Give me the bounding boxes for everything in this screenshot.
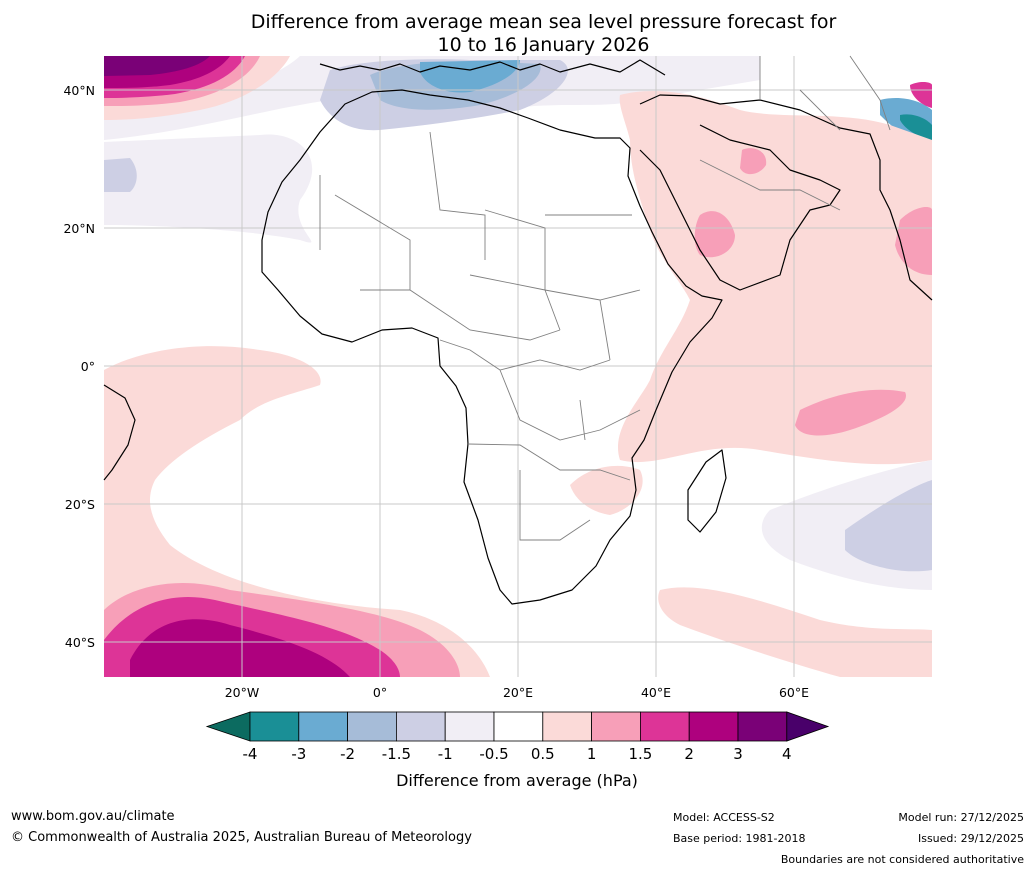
- colorbar-tick-label: 3: [733, 745, 743, 763]
- colorbar-swatch: [688, 711, 739, 742]
- lat-label: 40°N: [63, 83, 95, 98]
- footer-copyright: © Commonwealth of Australia 2025, Austra…: [11, 830, 472, 845]
- axis-labels: 40°N 20°N 0° 20°S 40°S 20°W 0° 20°E 40°E…: [63, 83, 809, 700]
- lon-label: 20°E: [503, 685, 533, 700]
- field-pos-3-nw: [104, 56, 210, 76]
- colorbar-swatch: [640, 711, 690, 742]
- footer-disclaimer: Boundaries are not considered authoritat…: [780, 853, 1024, 866]
- map-title-line-1: Difference from average mean sea level p…: [250, 11, 837, 33]
- africa-coast: [261, 89, 723, 605]
- colorbar-swatch: [444, 711, 495, 742]
- lon-label: 20°W: [225, 685, 260, 700]
- map-panel: [103, 55, 933, 677]
- lat-label: 20°S: [65, 497, 95, 512]
- anomaly-fields: [104, 56, 932, 677]
- country-borders: [319, 55, 891, 541]
- colorbar-tick-label: -4: [243, 745, 258, 763]
- field-pos-1-indian-ocean: [795, 389, 906, 436]
- field-neg-3-himalaya: [900, 114, 932, 140]
- field-pos-0-5-southern-ocean: [658, 587, 932, 677]
- colorbar-swatch: [347, 711, 397, 742]
- field-pos-1-persia: [740, 148, 767, 175]
- map-title-line-2: 10 to 16 January 2026: [437, 34, 650, 56]
- colorbar-extend-high: [786, 711, 830, 742]
- colorbar-tick-label: -3: [291, 745, 306, 763]
- lon-label: 40°E: [641, 685, 671, 700]
- lat-label: 0°: [81, 359, 95, 374]
- footer-website: www.bom.gov.au/climate: [11, 809, 175, 824]
- colorbar-swatch: [542, 711, 592, 742]
- colorbar-swatch: [591, 711, 641, 742]
- colorbar-swatch: [493, 711, 544, 742]
- madagascar-coast: [687, 449, 727, 533]
- field-pos-2-south-atlantic: [130, 619, 350, 677]
- lon-label: 60°E: [779, 685, 809, 700]
- footer-model: Model: ACCESS-S2: [673, 811, 775, 824]
- field-pos-0-5-indian-ocean: [617, 90, 932, 465]
- colorbar: -4 -3 -2 -1.5 -1 -0.5 0.5 1 1.5 2 3 4: [205, 711, 830, 763]
- colorbar-tick-label: 0.5: [531, 745, 555, 763]
- colorbar-swatch: [249, 711, 300, 742]
- colorbar-tick-label: -1: [438, 745, 453, 763]
- colorbar-tick-label: 4: [782, 745, 792, 763]
- colorbar-tick-label: -2: [340, 745, 355, 763]
- field-neg-2-mediterranean: [420, 60, 520, 93]
- colorbar-extend-low: [205, 711, 251, 742]
- footer-issued: Issued: 29/12/2025: [917, 832, 1024, 845]
- south-america-coast: [103, 384, 136, 481]
- colorbar-tick-label: -1.5: [382, 745, 411, 763]
- colorbar-tick-label: -0.5: [479, 745, 508, 763]
- field-neg-0-5-northwest: [104, 134, 313, 243]
- graticule: [104, 56, 932, 677]
- europe-coast: [319, 59, 666, 76]
- colorbar-swatch: [298, 711, 348, 742]
- footer-base-period: Base period: 1981-2018: [673, 832, 806, 845]
- footer-model-run: Model run: 27/12/2025: [898, 811, 1024, 824]
- coastlines: [103, 59, 933, 605]
- lat-label: 20°N: [63, 221, 95, 236]
- colorbar-tick-label: 2: [684, 745, 694, 763]
- colorbar-label: Difference from average (hPa): [396, 771, 638, 790]
- colorbar-tick-label: 1.5: [628, 745, 652, 763]
- lon-label: 0°: [373, 685, 387, 700]
- field-neg-1-atlantic: [104, 158, 137, 192]
- colorbar-swatch: [395, 711, 446, 742]
- colorbar-swatch: [737, 711, 788, 742]
- asia-coast: [639, 94, 933, 301]
- field-pos-1-5-himalaya: [910, 81, 932, 108]
- lat-label: 40°S: [65, 635, 95, 650]
- field-pos-1-arabia: [694, 211, 735, 258]
- colorbar-tick-label: 1: [587, 745, 597, 763]
- field-neg-1-southeast: [845, 480, 932, 572]
